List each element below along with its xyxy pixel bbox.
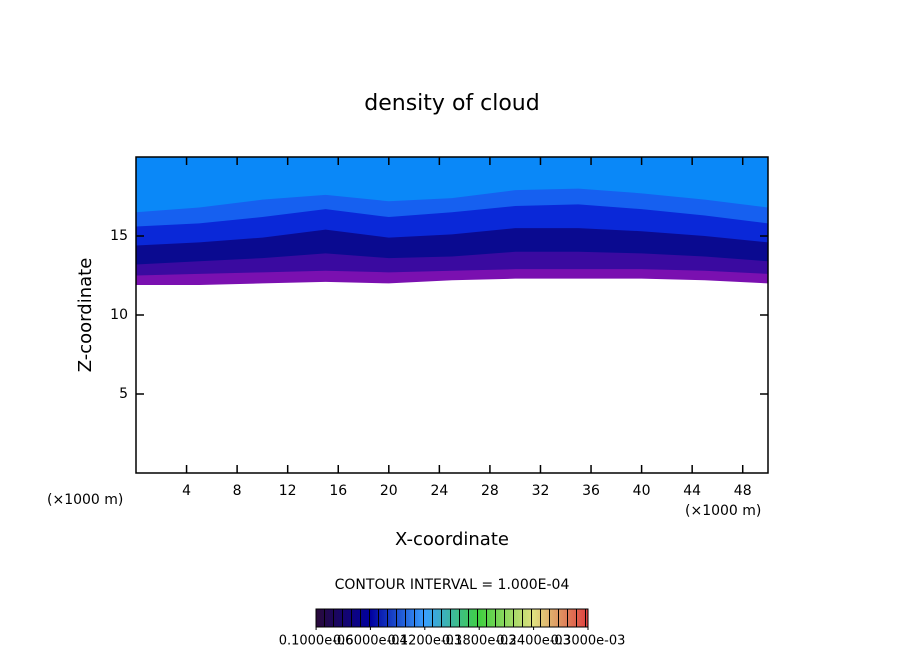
chart-title: density of cloud bbox=[364, 91, 539, 116]
x-unit-label: (×1000 m) bbox=[47, 492, 123, 508]
x-tick-label: 8 bbox=[233, 483, 242, 499]
x-tick-label: 36 bbox=[582, 483, 600, 499]
x-axis-label: X-coordinate bbox=[395, 529, 509, 550]
colorbar-tick-label: 0.1800e-03 bbox=[442, 634, 517, 649]
x-tick-label: 28 bbox=[481, 483, 499, 499]
x-tick-label: 20 bbox=[380, 483, 398, 499]
x-tick-label: 4 bbox=[182, 483, 191, 499]
y-tick-label: 5 bbox=[119, 386, 128, 402]
x-tick-label: 16 bbox=[329, 483, 347, 499]
colorbar-tick-label: 0.1000e-06 bbox=[279, 634, 354, 649]
x-tick-label: 32 bbox=[532, 483, 550, 499]
contour-region bbox=[136, 157, 768, 213]
y-tick-label: 10 bbox=[110, 307, 128, 323]
colorbar-stripes bbox=[315, 608, 589, 628]
colorbar-tick-label: 0.6000e-04 bbox=[333, 634, 408, 649]
x-tick-label: 12 bbox=[279, 483, 297, 499]
x-unit-label: (×1000 m) bbox=[685, 503, 761, 519]
x-tick-label: 44 bbox=[683, 483, 701, 499]
y-tick-label: 15 bbox=[110, 228, 128, 244]
colorbar-tick-label: 0.1200e-03 bbox=[387, 634, 462, 649]
x-tick-label: 48 bbox=[734, 483, 752, 499]
x-tick-label: 40 bbox=[633, 483, 651, 499]
colorbar-tick-label: 0.2400e-03 bbox=[496, 634, 571, 649]
colorbar-tick-label: 0.3000e-03 bbox=[551, 634, 626, 649]
annotation: CONTOUR INTERVAL = 1.000E-04 bbox=[335, 577, 570, 593]
y-axis-label: Z-coordinate bbox=[75, 258, 96, 373]
x-tick-label: 24 bbox=[430, 483, 448, 499]
plot-area bbox=[136, 157, 768, 285]
